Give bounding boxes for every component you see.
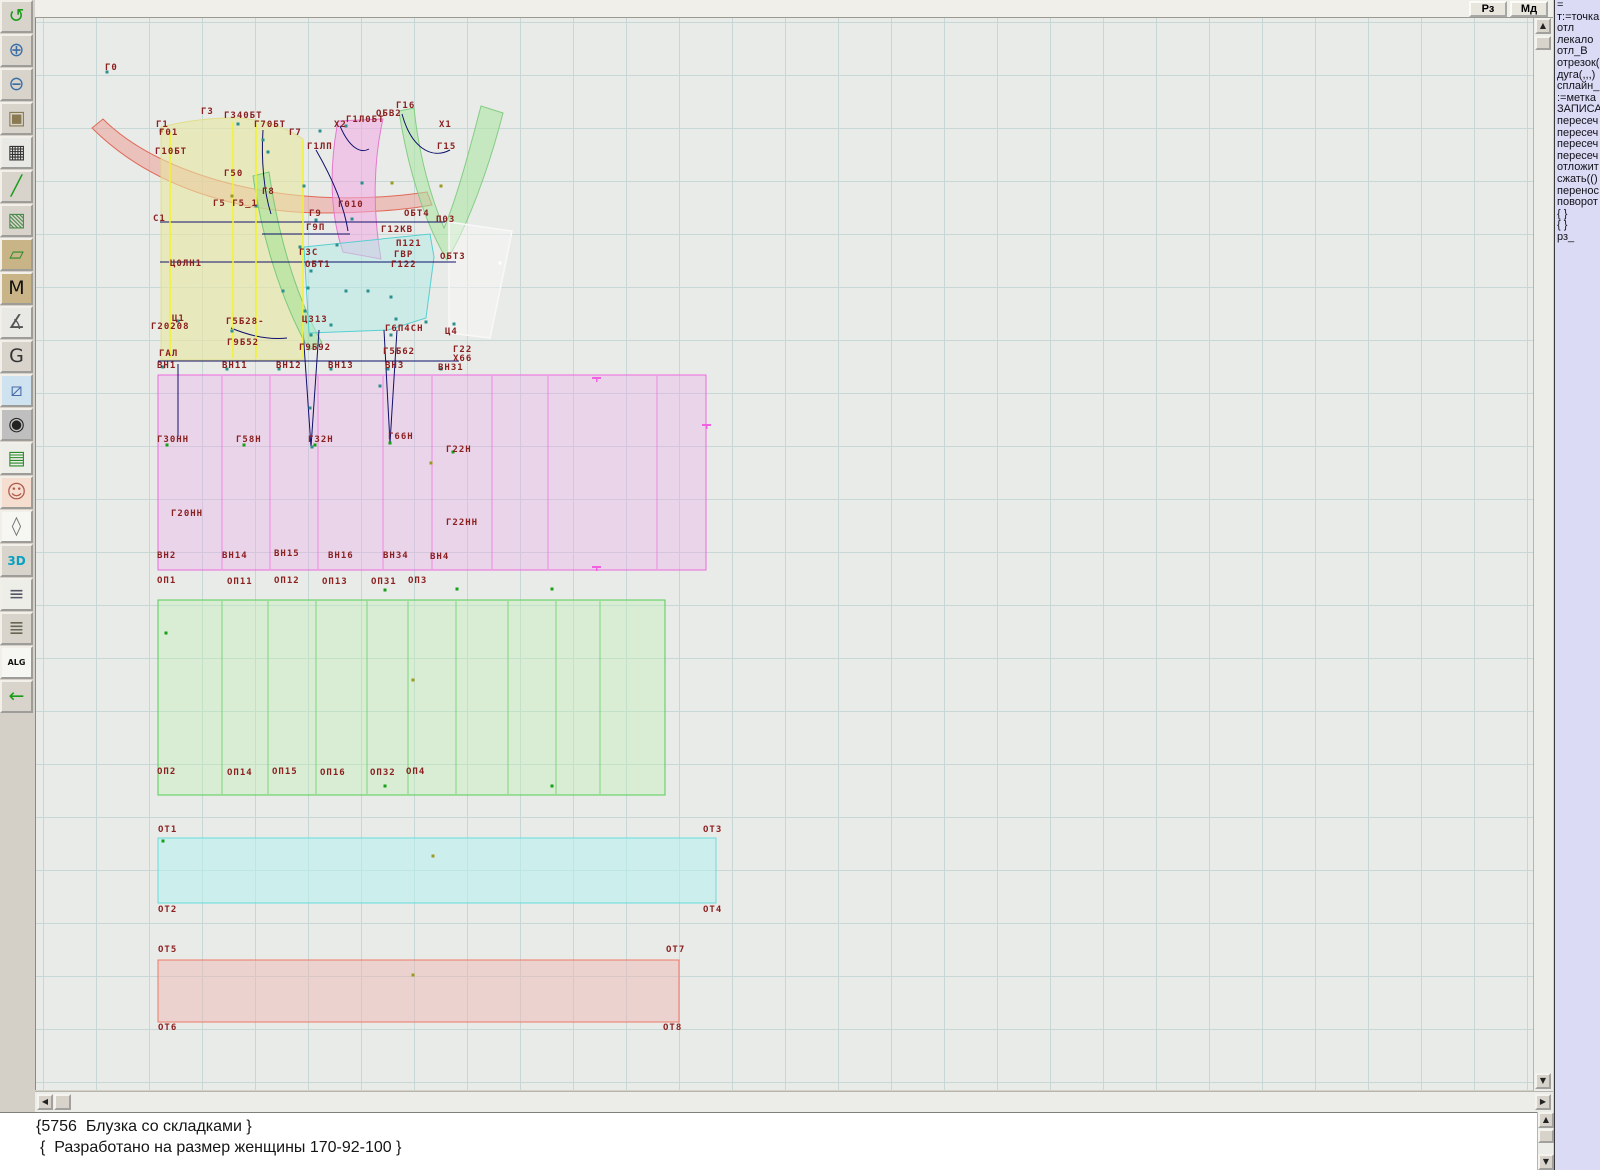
command-item[interactable]: пересеч (1557, 114, 1599, 127)
command-item[interactable]: отрезок( (1557, 56, 1600, 69)
vertical-scroll-thumb[interactable] (1535, 36, 1551, 50)
drawing-canvas[interactable] (35, 18, 1533, 1090)
script-list-icon[interactable]: ≡ (0, 578, 33, 611)
preview-zoom-icon-glyph: ▣ (7, 107, 26, 129)
model-photo-icon-glyph: ☺ (6, 481, 27, 503)
zoom-in-icon[interactable]: ⊕ (0, 34, 33, 67)
status-line-2: { Разработано на размер женщины 170-92-1… (40, 1139, 402, 1156)
drafting-compass-icon-glyph: ∡ (7, 311, 26, 333)
canvas-horizontal-scrollbar[interactable]: ◀ ▶ (35, 1091, 1553, 1112)
ruler-icon-glyph: ⧄ (10, 379, 23, 401)
g-tool-icon-glyph: G (9, 345, 24, 367)
command-item[interactable]: пересеч (1557, 149, 1599, 162)
books-icon-glyph: ≣ (8, 617, 25, 639)
books-icon[interactable]: ≣ (0, 612, 33, 645)
table-icon[interactable]: ▤ (0, 442, 33, 475)
command-item[interactable]: перенос (1557, 184, 1600, 197)
horizontal-scroll-thumb[interactable] (54, 1094, 71, 1110)
command-item[interactable]: лекало (1557, 33, 1594, 46)
command-item[interactable]: отложит (1557, 161, 1599, 174)
view-3d-icon[interactable]: 3D (0, 544, 33, 577)
segment-icon-glyph: ╱ (10, 175, 23, 197)
image-icon[interactable]: ▧ (0, 204, 33, 237)
md-button[interactable]: Мд (1510, 1, 1548, 17)
status-scroll-up-button[interactable]: ▲ (1538, 1112, 1554, 1128)
camera-icon[interactable]: ◉ (0, 408, 33, 441)
zoom-in-icon-glyph: ⊕ (8, 39, 25, 61)
status-vertical-scrollbar[interactable]: ▲ ▼ (1537, 1112, 1554, 1170)
command-panel: = т:=точка отл лекало отл_В отрезок(дуга(,,,)… (1554, 0, 1600, 1170)
undo-icon[interactable]: ↺ (0, 0, 33, 33)
command-item[interactable]: ЗАПИСА (1557, 103, 1600, 116)
table-icon-glyph: ▤ (7, 447, 26, 469)
scroll-left-button[interactable]: ◀ (37, 1094, 53, 1110)
zoom-out-icon[interactable]: ⊖ (0, 68, 33, 101)
command-item[interactable]: :=метка (1557, 91, 1597, 104)
preview-zoom-icon[interactable]: ▣ (0, 102, 33, 135)
canvas-vertical-scrollbar[interactable]: ▲ ▼ (1533, 18, 1553, 1091)
scroll-up-button[interactable]: ▲ (1535, 18, 1551, 34)
command-item[interactable]: { } (1557, 207, 1568, 220)
pattern-icon[interactable]: ▱ (0, 238, 33, 271)
alg-icon-glyph: ALG (7, 657, 26, 667)
g-tool-icon[interactable]: G (0, 340, 33, 373)
camera-icon-glyph: ◉ (8, 413, 25, 435)
command-item[interactable]: = (1557, 0, 1564, 11)
script-list-icon-glyph: ≡ (8, 583, 25, 605)
pattern-m-icon-glyph: M (8, 277, 25, 299)
command-item[interactable]: отл_В (1557, 45, 1588, 58)
command-item[interactable]: пересеч (1557, 126, 1599, 139)
model-photo-icon[interactable]: ☺ (0, 476, 33, 509)
command-item[interactable]: рз_ (1557, 230, 1575, 243)
alg-icon[interactable]: ALG (0, 646, 33, 679)
rz-button[interactable]: Рз (1469, 1, 1507, 17)
status-scroll-thumb[interactable] (1538, 1129, 1554, 1143)
command-item[interactable]: поворот (1557, 196, 1598, 209)
pattern-icon-glyph: ▱ (9, 243, 24, 265)
command-item[interactable]: дуга(,,,) (1557, 68, 1596, 81)
pattern-m-icon[interactable]: M (0, 272, 33, 305)
grid-icon[interactable]: ▦ (0, 136, 33, 169)
command-item[interactable]: т:=точка (1557, 10, 1600, 23)
scroll-down-button[interactable]: ▼ (1535, 1073, 1551, 1089)
command-item[interactable]: { } (1557, 219, 1568, 232)
command-item[interactable]: сплайн_ (1557, 80, 1600, 93)
undo-icon-glyph: ↺ (8, 5, 25, 27)
status-scroll-down-button[interactable]: ▼ (1538, 1154, 1554, 1170)
grid-icon-glyph: ▦ (7, 141, 26, 163)
left-toolbar: ↺ ⊕ ⊖ ▣ ▦ ╱ ▧ ▱ M ∡ G ⧄ ◉ ▤ ☺ ◊ 3D ≡ ≣ ALG ← (0, 0, 35, 714)
top-bar: Рз Мд (35, 0, 1553, 18)
image-icon-glyph: ▧ (7, 209, 26, 231)
command-item[interactable]: сжать(() (1557, 172, 1598, 185)
status-text-area[interactable]: {5756 Блузка со складками } { Разработан… (0, 1112, 1537, 1170)
zoom-out-icon-glyph: ⊖ (8, 73, 25, 95)
command-item[interactable]: отл (1557, 22, 1575, 35)
command-item[interactable]: пересеч (1557, 138, 1599, 151)
garment-sketch-icon-glyph: ◊ (11, 515, 22, 537)
ruler-icon[interactable]: ⧄ (0, 374, 33, 407)
exit-icon-glyph: ← (8, 685, 25, 707)
garment-sketch-icon[interactable]: ◊ (0, 510, 33, 543)
status-line-1: {5756 Блузка со складками } (36, 1118, 252, 1135)
view-3d-icon-glyph: 3D (7, 553, 26, 568)
exit-icon[interactable]: ← (0, 680, 33, 713)
segment-icon[interactable]: ╱ (0, 170, 33, 203)
scroll-right-button[interactable]: ▶ (1535, 1094, 1551, 1110)
drafting-compass-icon[interactable]: ∡ (0, 306, 33, 339)
